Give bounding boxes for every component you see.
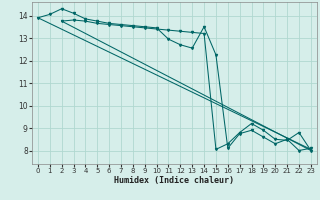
- X-axis label: Humidex (Indice chaleur): Humidex (Indice chaleur): [115, 176, 234, 185]
